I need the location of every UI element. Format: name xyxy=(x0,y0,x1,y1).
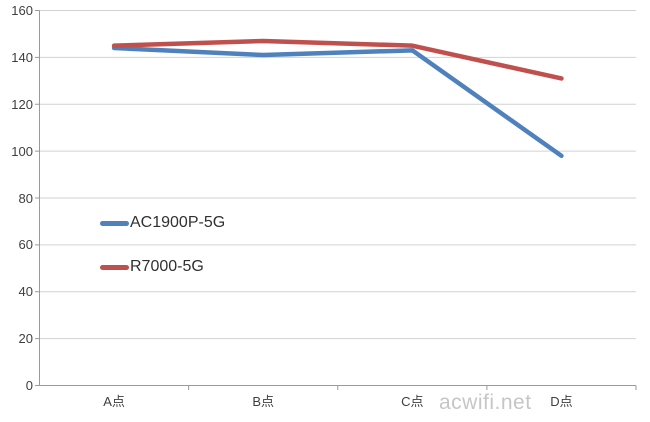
gridlines xyxy=(39,10,636,340)
y-tick-label: 120 xyxy=(11,96,33,112)
x-tick-label: A点 xyxy=(103,394,125,409)
y-tick-label: 40 xyxy=(18,284,33,300)
y-tick-label: 140 xyxy=(11,49,33,65)
legend-entry-r7000-5g: R7000-5G xyxy=(100,258,204,276)
data-series-lines xyxy=(111,38,564,159)
y-tick-label: 100 xyxy=(11,143,33,159)
legend-label: AC1900P-5G xyxy=(130,214,226,231)
legend-line-swatch-red xyxy=(100,264,129,270)
legend-label: R7000-5G xyxy=(130,258,204,275)
x-tick-label: D点 xyxy=(550,394,573,409)
y-tick-label: 60 xyxy=(18,237,33,253)
y-tick-label: 20 xyxy=(18,331,33,347)
y-tick-label: 0 xyxy=(25,378,33,393)
x-tick-label: B点 xyxy=(252,394,275,409)
watermark: acwifi.net xyxy=(439,391,532,414)
y-tick-label: 160 xyxy=(11,3,33,18)
axes xyxy=(35,10,637,390)
y-tick-label: 80 xyxy=(18,190,33,206)
legend-line-swatch-blue xyxy=(100,220,129,226)
x-tick-label: C点 xyxy=(401,394,424,409)
legend-entry-ac1900p-5g: AC1900P-5G xyxy=(100,214,225,232)
